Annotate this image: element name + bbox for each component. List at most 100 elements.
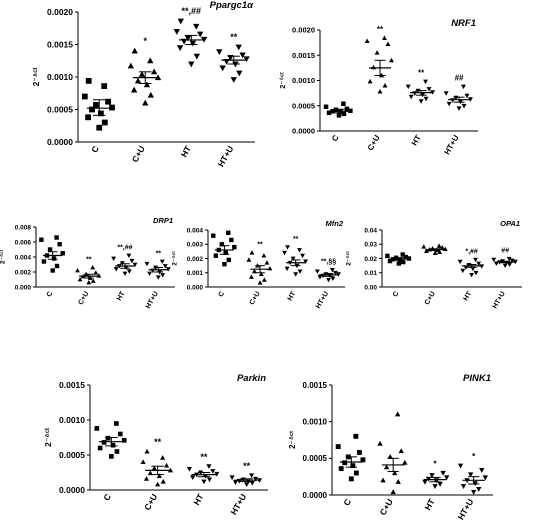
data-point	[440, 470, 446, 476]
data-point	[201, 479, 207, 485]
data-point	[432, 250, 438, 255]
series-C+U: **	[246, 242, 273, 285]
panel-1: 0.0000 0.0005 0.0010 0.0015 0.0020 2⁻ᐞᶜᵗ Pparg…	[31, 0, 255, 168]
y-tick-label: 0.0005	[303, 454, 328, 463]
data-point	[383, 464, 390, 470]
series-HT: *	[422, 459, 450, 490]
data-point	[213, 253, 219, 258]
data-point	[303, 259, 308, 264]
data-point	[223, 250, 228, 255]
data-point	[426, 87, 432, 92]
y-axis-label: 2⁻ᐞᶜᵗ	[43, 428, 53, 447]
data-point	[101, 119, 108, 126]
data-point	[406, 256, 412, 261]
data-point	[113, 267, 119, 272]
significance-label: **,§§	[321, 259, 336, 266]
data-point	[382, 82, 388, 88]
data-point	[464, 93, 470, 99]
data-point	[293, 272, 299, 277]
series-C	[81, 78, 115, 131]
y-tick-label: 0.001	[187, 270, 204, 277]
y-axis-label: 2⁻ᐞᶜᵗ	[31, 67, 41, 86]
data-point	[142, 99, 149, 106]
data-point	[297, 269, 303, 274]
data-point	[395, 478, 401, 484]
significance-label: **	[418, 68, 425, 77]
panel-title: OPA1	[500, 219, 520, 228]
data-point	[285, 245, 290, 250]
data-point	[200, 36, 208, 43]
data-point	[165, 267, 171, 272]
panel-title: Mfn2	[326, 219, 344, 228]
category-label: C+U	[130, 144, 147, 164]
series-C	[211, 230, 237, 267]
data-point	[391, 470, 398, 476]
data-point	[60, 251, 65, 256]
data-point	[356, 450, 362, 455]
data-point	[81, 93, 88, 100]
data-point	[39, 237, 44, 242]
data-point	[229, 237, 234, 243]
data-point	[147, 91, 155, 98]
data-point	[93, 270, 99, 275]
data-point	[143, 476, 150, 481]
y-tick-label: 0.0020	[47, 7, 73, 17]
data-point	[57, 242, 62, 247]
data-point	[101, 440, 107, 445]
data-point	[469, 273, 475, 278]
data-point	[98, 110, 104, 117]
category-label: HT	[287, 290, 298, 302]
series-HT: *,##	[457, 248, 485, 278]
significance-label: **,##	[117, 244, 132, 251]
data-point	[131, 47, 138, 54]
data-point	[186, 467, 192, 472]
y-tick-label: 0.0010	[292, 76, 315, 85]
data-point	[235, 44, 242, 51]
series-C+U: *	[127, 36, 162, 106]
y-axis-label: 2⁻ᐞᶜᵗ	[346, 251, 353, 266]
data-point	[360, 457, 366, 463]
data-point	[326, 110, 332, 116]
series-HT: **	[405, 68, 436, 104]
series-C	[323, 101, 353, 118]
significance-label: *	[472, 451, 476, 461]
data-point	[219, 242, 225, 247]
data-point	[290, 256, 296, 262]
data-point	[90, 264, 96, 270]
y-axis-label: 2⁻ᐞᶜᵗ	[172, 251, 179, 266]
data-point	[437, 481, 443, 487]
category-label: C	[218, 291, 227, 299]
data-point	[467, 472, 474, 478]
data-point	[222, 262, 227, 267]
y-tick-label: 0.002	[15, 269, 32, 276]
category-label: C	[101, 492, 113, 502]
data-point	[132, 262, 138, 268]
data-point	[226, 257, 231, 263]
y-tick-label: 0.004	[187, 227, 204, 234]
data-point	[85, 114, 91, 121]
data-point	[344, 106, 350, 112]
data-point	[249, 274, 254, 279]
series-C+U: **	[140, 437, 174, 487]
significance-label: **	[243, 461, 251, 471]
data-point	[323, 104, 329, 110]
data-point	[196, 31, 204, 38]
data-point	[330, 276, 336, 281]
data-point	[509, 258, 515, 264]
data-point	[258, 271, 264, 277]
data-point	[144, 448, 150, 454]
data-point	[336, 113, 342, 118]
data-point	[94, 426, 100, 431]
data-point	[398, 448, 404, 454]
panel-7: 0.0000 0.0005 0.0010 0.0015 2⁻ᐞᶜᵗ PINK1 C C+U HT…	[288, 373, 493, 521]
data-point	[110, 442, 116, 448]
category-label: HT	[179, 143, 194, 159]
data-point	[336, 272, 341, 277]
y-tick-label: 0.01	[364, 270, 377, 277]
data-point	[143, 81, 151, 88]
data-point	[403, 254, 409, 260]
data-point	[387, 258, 393, 264]
data-point	[147, 271, 152, 277]
data-point	[109, 104, 115, 111]
